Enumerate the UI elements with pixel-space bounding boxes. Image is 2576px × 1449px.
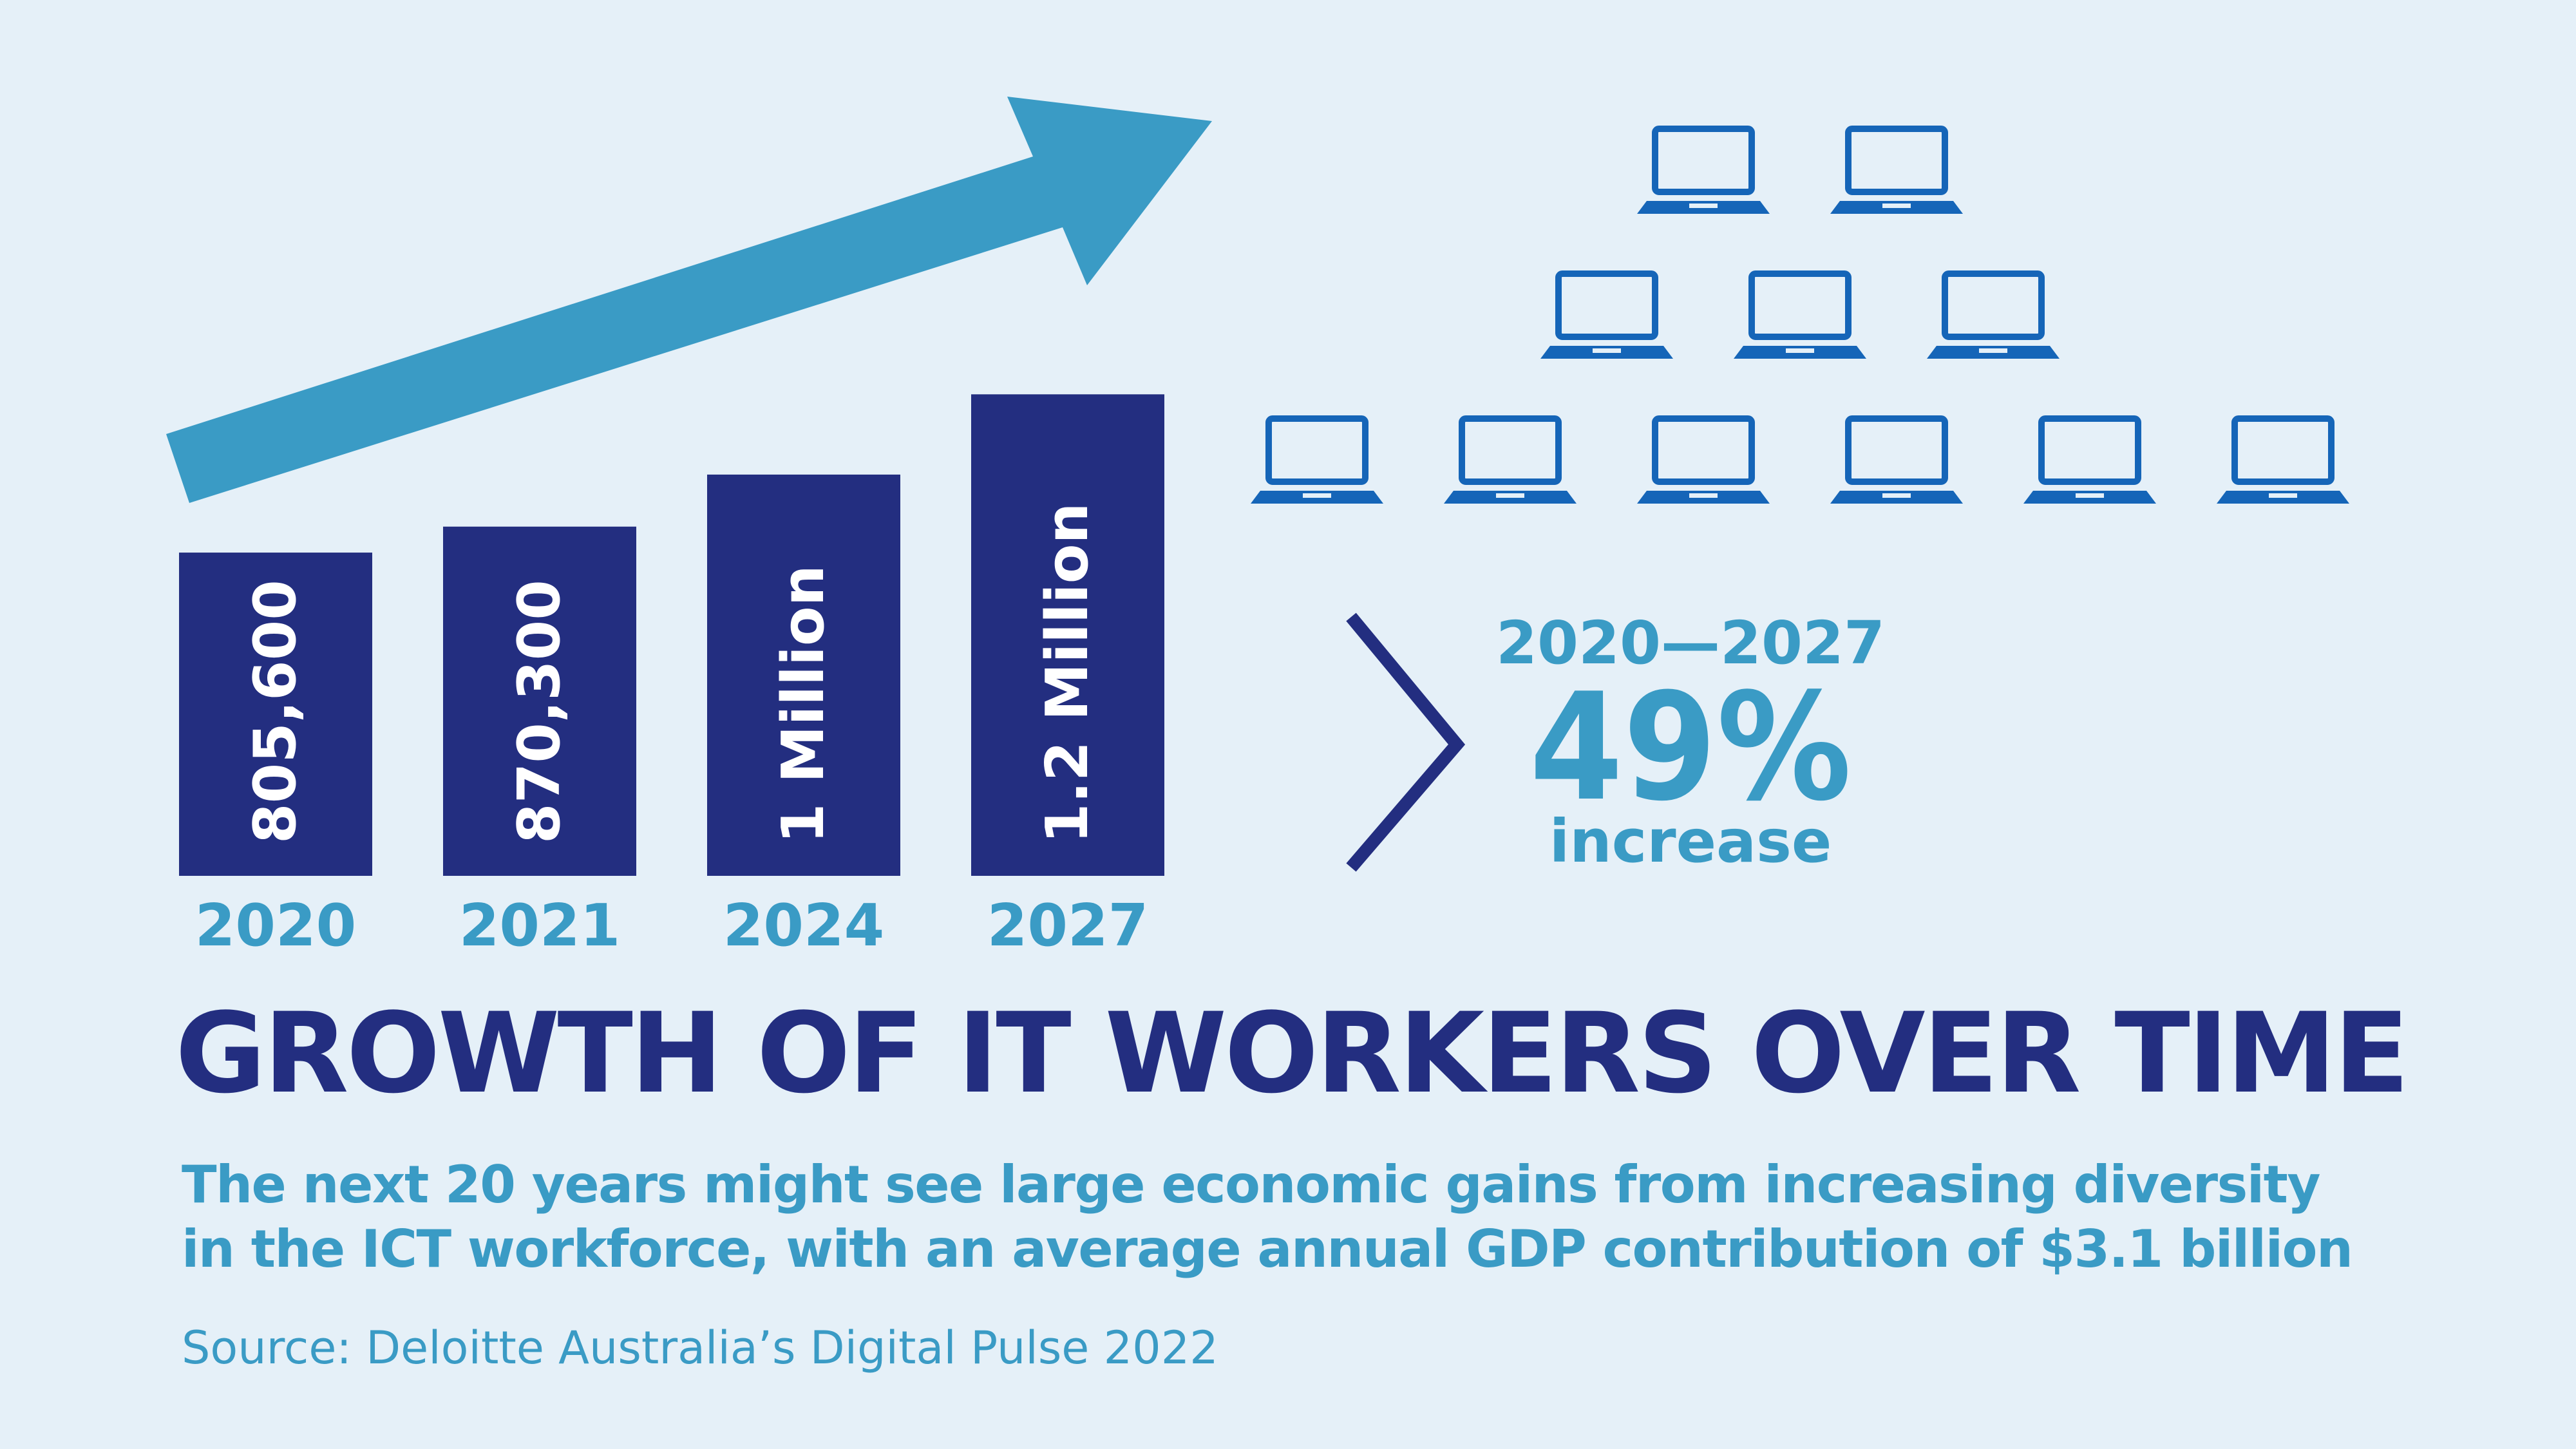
highlight-percent: 49% xyxy=(1530,662,1852,834)
highlight-period: 2020—2027 xyxy=(1496,609,1885,677)
trend-arrow-icon xyxy=(166,97,1212,503)
category-label-2021: 2021 xyxy=(459,892,621,960)
bar-value-label-2024: 1 Million xyxy=(770,565,837,844)
laptop-icon xyxy=(1444,415,1577,504)
laptop-icon xyxy=(1637,126,1770,214)
subtitle: The next 20 years might see large econom… xyxy=(182,1153,2500,1282)
category-label-2020: 2020 xyxy=(195,892,357,960)
bar-value-label-2020: 805,600 xyxy=(242,580,309,844)
laptop-icons-group xyxy=(1251,126,2349,504)
bar-2021 xyxy=(443,526,636,876)
highlight-label: increase xyxy=(1549,807,1832,876)
subtitle-line-1: The next 20 years might see large econom… xyxy=(182,1155,2321,1215)
laptop-icon xyxy=(1734,270,1866,359)
chevron-right-icon xyxy=(1346,612,1466,872)
category-label-2024: 2024 xyxy=(723,892,885,960)
laptop-icon xyxy=(1251,415,1383,504)
laptop-icon xyxy=(1637,415,1770,504)
bar-2027 xyxy=(971,394,1164,876)
bar-2024 xyxy=(707,474,900,876)
laptop-icon xyxy=(1540,270,1673,359)
category-label-2027: 2027 xyxy=(987,892,1149,960)
subtitle-line-2: in the ICT workforce, with an average an… xyxy=(182,1219,2353,1279)
laptop-icon xyxy=(1830,126,1963,214)
bar-value-label-2021: 870,300 xyxy=(506,580,573,844)
laptop-icon xyxy=(1927,270,2060,359)
laptop-icon xyxy=(2023,415,2156,504)
bar-value-label-2027: 1.2 Million xyxy=(1034,502,1101,844)
laptop-icon xyxy=(2217,415,2349,504)
page-title: GROWTH OF IT WORKERS OVER TIME xyxy=(175,989,2409,1118)
source-note: Source: Deloitte Australia’s Digital Pul… xyxy=(182,1321,1218,1374)
laptop-icon xyxy=(1830,415,1963,504)
bar-2020 xyxy=(179,553,372,876)
bar-chart: 805,600 2020 870,300 2021 1 Million 2024 1.2 M… xyxy=(179,394,1164,960)
